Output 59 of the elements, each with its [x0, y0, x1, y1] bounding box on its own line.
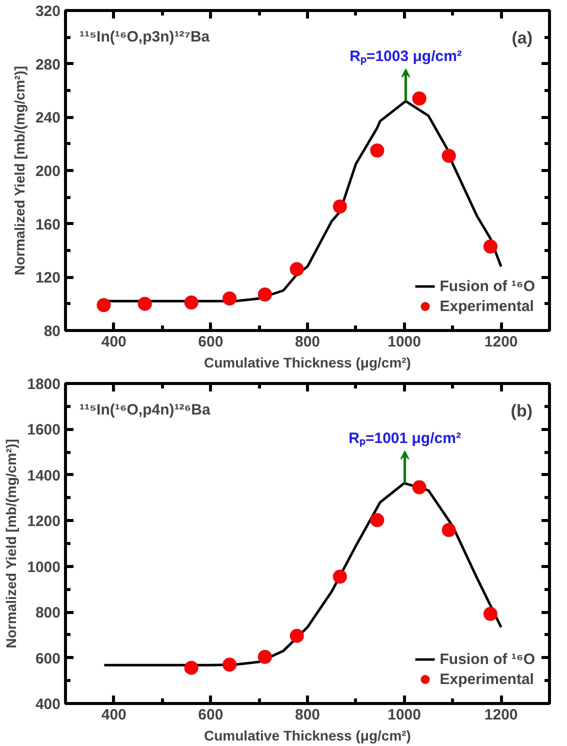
point [222, 292, 237, 306]
y-tick-label: 1400 [27, 467, 61, 484]
point [412, 92, 426, 106]
y-tick-label: 600 [35, 650, 61, 668]
annotation: ¹¹⁵In(¹⁶O,p4n)¹²⁶Ba [80, 402, 211, 418]
x-tick-label: 600 [198, 334, 224, 350]
annotation: Rₚ=1003 μg/cm² [350, 48, 462, 66]
point [96, 298, 111, 312]
y-tick-label: 800 [35, 604, 61, 622]
annotation: Rₚ=1001 μg/cm² [348, 430, 461, 448]
y-tick-label: 80 [44, 323, 61, 340]
y-tick-label: 120 [35, 270, 61, 287]
y-tick-label: 200 [35, 163, 61, 180]
x-axis-title: Cumulative Thickness (μg/cm²) [204, 728, 411, 744]
annotation: ¹¹⁵In(¹⁶O,p3n)¹²⁷Ba [80, 28, 210, 46]
annotation: (a) [512, 28, 533, 48]
point [442, 148, 456, 163]
point [290, 628, 304, 643]
point [483, 240, 498, 254]
point [412, 480, 426, 494]
legend-label: Experimental [440, 670, 534, 688]
point [184, 296, 198, 310]
y-tick-label: 240 [35, 110, 61, 127]
point [370, 144, 384, 158]
legend-label: Experimental [440, 298, 534, 314]
point [258, 288, 272, 302]
x-axis-title: Cumulative Thickness (μg/cm²) [204, 354, 411, 370]
legend-label: Fusion of ¹⁶O [440, 278, 535, 294]
point [332, 570, 347, 584]
y-tick-label: 1600 [27, 422, 61, 439]
y-axis-title: Normalized Yield [mb/(mg/cm²)] [3, 439, 20, 648]
x-tick-label: 1000 [388, 706, 421, 724]
point [370, 513, 384, 528]
x-tick-label: 400 [101, 706, 126, 724]
x-tick-label: 1000 [388, 334, 421, 350]
legend-label: Fusion of ¹⁶O [440, 650, 535, 668]
point [290, 262, 304, 276]
x-tick-label: 800 [294, 334, 320, 350]
x-tick-label: 1200 [484, 706, 518, 724]
y-tick-label: 280 [35, 56, 61, 74]
y-tick-label: 400 [35, 696, 61, 713]
x-tick-label: 600 [198, 706, 224, 724]
y-tick-label: 1200 [27, 513, 61, 530]
point [332, 200, 347, 214]
y-tick-label: 320 [35, 3, 61, 20]
x-tick-label: 800 [294, 706, 320, 724]
point [258, 650, 272, 664]
y-tick-label: 1800 [27, 376, 61, 393]
annotation: (b) [510, 402, 533, 420]
point [184, 660, 198, 675]
point [483, 606, 498, 621]
point [222, 658, 237, 672]
point [442, 523, 456, 537]
x-tick-label: 1200 [484, 334, 518, 350]
y-tick-label: 1000 [27, 558, 61, 576]
x-tick-label: 400 [101, 334, 126, 350]
y-tick-label: 160 [35, 216, 61, 234]
y-axis-title: Normalized Yield [mb/(mg/cm²)] [11, 66, 28, 276]
point [138, 296, 152, 311]
